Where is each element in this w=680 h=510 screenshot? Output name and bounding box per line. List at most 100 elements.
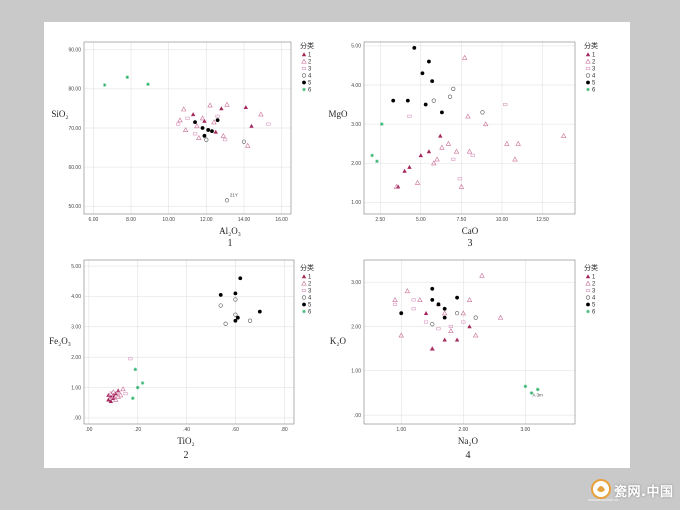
legend-label-6: 6 <box>592 88 596 94</box>
legend-symbol-1 <box>585 274 591 279</box>
panel-1-point-g5 <box>210 129 214 134</box>
panel-2-point-g4 <box>247 318 253 323</box>
panel-2: .00 .20 .40 .60 .80 .00 1.00 2.00 3.00 4.00 5.00 Ti… <box>49 259 314 461</box>
panel-2-xlabel: TiO₂ <box>177 436 194 446</box>
panel-1-point-g6 <box>125 75 130 79</box>
panel-3-point-g2 <box>483 121 489 127</box>
panel-2-ytick: 3.00 <box>71 325 81 331</box>
panel-4-point-g4 <box>454 311 460 316</box>
panel-4-point-g5 <box>442 315 447 320</box>
panel-2-point-g3 <box>123 392 128 396</box>
panel-3-ytick: 1.00 <box>351 200 361 206</box>
panel-4-ytick: 2.00 <box>351 324 361 330</box>
panel-4-point-g1 <box>423 310 429 315</box>
panel-3: 2.50 5.00 7.50 10.00 12.50 1.00 2.00 3.00 4.00 5.… <box>328 41 598 249</box>
panel-3-point-g5 <box>430 79 435 83</box>
panel-2-point-g1 <box>106 397 111 402</box>
watermark-text: 瓷网.中国 <box>614 485 674 500</box>
panel-4-point-g5 <box>430 286 435 291</box>
panel-2-point-g2 <box>120 386 126 392</box>
legend-label-1: 1 <box>592 53 596 59</box>
panel-2-point-g6 <box>135 385 140 390</box>
panel-1-frame <box>83 41 292 215</box>
panel-3-point-g2 <box>515 140 521 146</box>
panel-1-xtick: 6.00 <box>89 217 99 223</box>
legend-symbol-5 <box>586 80 590 85</box>
panel-3-xlabel: CaO <box>462 226 479 236</box>
logo-icon <box>591 479 611 499</box>
panel-4-point-g4 <box>430 322 435 327</box>
panel-4-xtick: 1.00 <box>396 427 406 433</box>
legend-label-4: 4 <box>592 74 596 80</box>
panel-4-frame <box>363 259 576 425</box>
panel-1-point-g2 <box>245 142 251 148</box>
panel-1-point-g3 <box>192 132 198 136</box>
panel-1-point-g5 <box>200 126 205 130</box>
panel-4-ytick: 1.00 <box>351 369 361 375</box>
legend-label-4: 4 <box>308 296 312 302</box>
legend-label-3: 3 <box>592 67 596 73</box>
panel-2-number: 2 <box>184 450 189 461</box>
panel-1-ytick: 90.00 <box>68 48 81 54</box>
legend-symbol-3 <box>585 66 591 70</box>
panel-3-point-g2 <box>465 113 471 119</box>
panel-4-point-g2 <box>466 297 473 302</box>
panel-1-xtick: 12.00 <box>200 217 213 223</box>
legend-symbol-2 <box>301 280 307 286</box>
panel-4-point-g3 <box>461 320 466 324</box>
panel-1-point-g2 <box>199 115 206 121</box>
legend-label-3: 3 <box>308 67 312 73</box>
panel-2-point-g6 <box>140 381 145 385</box>
panel-1-annotation: 21Y <box>230 192 238 197</box>
legend-label-4: 4 <box>592 296 596 302</box>
panel-3-point-g5 <box>391 98 396 103</box>
panel-4-point-g5 <box>455 295 459 300</box>
legend-title: 分类 <box>584 41 598 50</box>
panel-2-point-g1 <box>106 392 111 397</box>
panel-3-number: 3 <box>468 238 473 249</box>
panel-3-point-g5 <box>427 59 431 64</box>
panel-3-point-g6 <box>370 153 374 158</box>
panel-3-xtick: 7.50 <box>457 217 467 223</box>
panel-4-point-g1 <box>467 324 472 329</box>
panel-2-ytick: 1.00 <box>71 385 81 391</box>
legend-label-2: 2 <box>592 60 596 66</box>
panel-2-xtick: .00 <box>85 427 92 433</box>
panel-3-point-g2 <box>461 54 468 60</box>
panel-3-point-g1 <box>407 164 412 169</box>
panel-4: 1.00 2.00 3.00 .00 1.00 2.00 3.00 Na₂O 4 K₂O A 3m 分… <box>330 259 598 461</box>
legend-symbol-2 <box>585 280 591 286</box>
panel-1-point-g6 <box>102 83 107 87</box>
panel-4-xtick: 2.00 <box>458 427 468 433</box>
panel-1-point-g2 <box>177 117 183 123</box>
panel-1-xlabel: Al₂O₃ <box>219 226 241 236</box>
panel-1-point-g3 <box>185 116 190 120</box>
panel-1-point-g2 <box>194 123 200 129</box>
scatter-figure: 6.00 8.00 10.00 12.00 14.00 16.0050.0060.0070… <box>49 41 598 461</box>
panel-2-point-g5 <box>218 293 223 297</box>
panel-4-point-g5 <box>430 297 435 302</box>
panel-3-point-g6 <box>375 159 379 164</box>
panel-3-point-g2 <box>453 148 460 154</box>
panel-1-point-g6 <box>146 82 150 87</box>
panel-2-point-g4 <box>233 297 238 302</box>
legend-symbol-6 <box>302 87 306 92</box>
panel-2-point-g4 <box>223 321 228 326</box>
panel-1-point-g1 <box>202 118 207 123</box>
panel-1-point-g1 <box>249 123 254 128</box>
panel-1-point-g5 <box>206 128 211 132</box>
legend-title: 分类 <box>300 41 314 50</box>
panel-1-point-g5 <box>193 120 197 125</box>
panel-3-ytick: 2.00 <box>351 161 361 167</box>
legend-label-6: 6 <box>308 310 312 316</box>
panel-1-point-g3 <box>175 122 181 126</box>
panel-2-point-g6 <box>131 396 135 400</box>
panel-3-point-g3 <box>457 177 462 181</box>
legend-label-3: 3 <box>592 289 596 295</box>
panel-3-point-g4 <box>431 98 436 103</box>
panel-4-point-g2 <box>479 272 485 278</box>
panel-3-xtick: 10.00 <box>496 217 509 223</box>
panel-1-xtick: 14.00 <box>238 217 251 223</box>
panel-2-point-g5 <box>233 291 238 296</box>
